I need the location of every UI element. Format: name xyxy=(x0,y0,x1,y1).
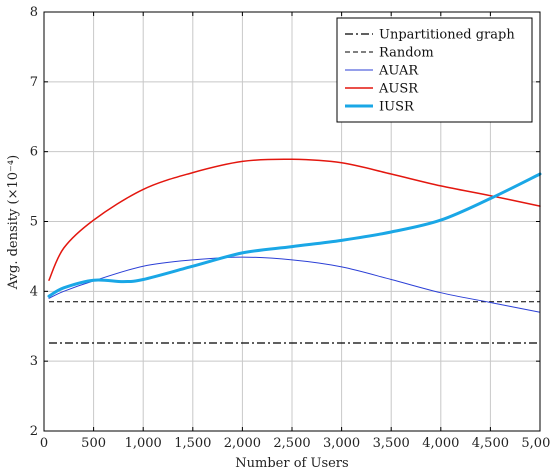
x-tick-label: 2,000 xyxy=(224,436,261,451)
x-tick-label: 1,500 xyxy=(174,436,211,451)
y-axis-title: Avg. density (×10⁻⁴) xyxy=(6,155,21,290)
legend-label: AUAR xyxy=(378,64,419,79)
x-tick-label: 0 xyxy=(40,436,48,451)
x-tick-label: 5,000 xyxy=(521,436,550,451)
legend-label: AUSR xyxy=(378,82,419,97)
series-layer xyxy=(47,158,542,344)
legend-label: Unpartitioned graph xyxy=(379,28,515,43)
legend-label: Random xyxy=(379,46,434,61)
y-tick-label: 6 xyxy=(30,145,38,160)
x-tick-label: 2,500 xyxy=(273,436,310,451)
x-tick-label: 1,000 xyxy=(125,436,162,451)
series-line-iusr xyxy=(47,172,542,298)
x-tick-label: 4,000 xyxy=(422,436,459,451)
x-tick-label: 4,500 xyxy=(472,436,509,451)
y-tick-label: 8 xyxy=(30,5,38,20)
y-tick-label: 4 xyxy=(30,284,38,299)
y-tick-label: 7 xyxy=(30,75,38,90)
x-tick-label: 3,000 xyxy=(323,436,360,451)
series-line-ausr xyxy=(48,158,541,281)
x-tick-label: 3,500 xyxy=(373,436,410,451)
y-tick-label: 5 xyxy=(30,215,38,230)
x-axis-title: Number of Users xyxy=(235,456,348,471)
legend-label: IUSR xyxy=(379,100,415,115)
x-tick-label: 500 xyxy=(81,436,106,451)
ticks: 0 500 1,000 1,500 2,000 2,500 3,000 3,500 4,000 4… xyxy=(30,5,550,451)
legend: Unpartitioned graph Random AUAR AUSR IUSR xyxy=(336,17,533,123)
y-tick-label: 3 xyxy=(30,354,38,369)
y-tick-label: 2 xyxy=(30,424,38,439)
